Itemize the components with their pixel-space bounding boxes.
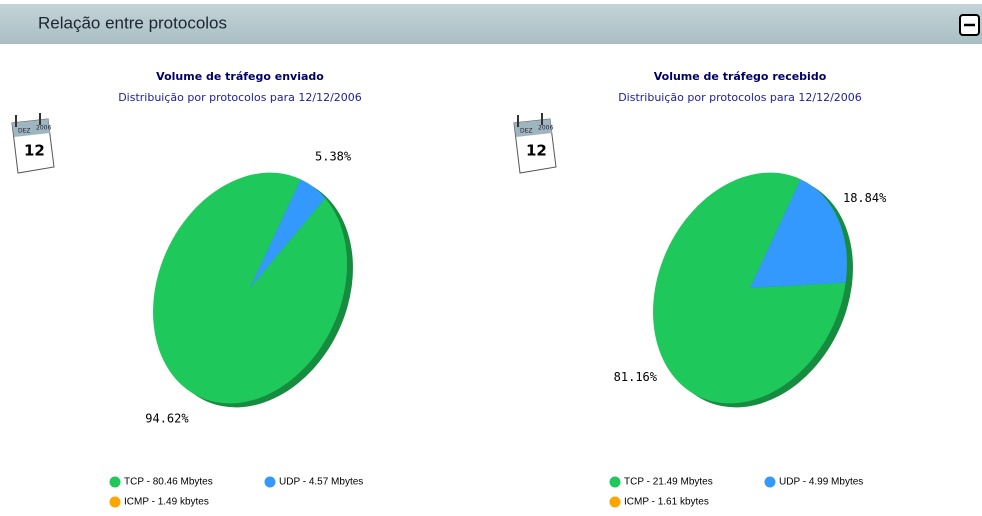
pie <box>653 172 847 404</box>
legend-swatch <box>109 476 121 488</box>
chart-title: Volume de tráfego enviado <box>156 70 324 83</box>
legend-swatch <box>609 476 621 488</box>
legend-swatch <box>609 496 621 508</box>
value-label: 5.38% <box>315 150 352 164</box>
pie <box>153 172 347 404</box>
legend-swatch <box>109 496 121 508</box>
calendar-icon: DEZ 2006 12 <box>11 113 55 174</box>
value-label: 18.84% <box>843 191 887 205</box>
pie-slice <box>250 179 326 288</box>
pie-slice <box>750 179 847 288</box>
header-title: Relação entre protocolos <box>38 13 227 32</box>
chart-subtitle: Distribuição por protocolos para 12/12/2… <box>118 91 362 104</box>
calendar-day: 12 <box>526 142 547 160</box>
legend-swatch <box>264 476 276 488</box>
chart-title: Volume de tráfego recebido <box>654 70 827 83</box>
legend-swatch <box>764 476 776 488</box>
legend-label: TCP - 21.49 Mbytes <box>624 477 713 488</box>
collapse-button[interactable] <box>959 14 980 36</box>
legend-label: TCP - 80.46 Mbytes <box>124 477 213 488</box>
calendar-month: DEZ <box>520 128 533 135</box>
chart-subtitle: Distribuição por protocolos para 12/12/2… <box>618 91 862 104</box>
header-bar <box>0 4 982 44</box>
legend-label: UDP - 4.99 Mbytes <box>779 477 863 488</box>
calendar-month: DEZ <box>18 128 31 135</box>
calendar-icon: DEZ 2006 12 <box>513 113 557 174</box>
calendar-day: 12 <box>24 142 45 160</box>
legend-label: UDP - 4.57 Mbytes <box>279 477 363 488</box>
pie-slice <box>153 172 347 404</box>
calendar-year: 2006 <box>36 125 51 132</box>
pie-slice <box>653 172 846 404</box>
value-label: 94.62% <box>145 411 189 425</box>
legend-label: ICMP - 1.61 kbytes <box>624 497 709 508</box>
value-label: 81.16% <box>614 370 658 384</box>
calendar-year: 2006 <box>538 125 553 132</box>
legend-label: ICMP - 1.49 kbytes <box>124 497 209 508</box>
